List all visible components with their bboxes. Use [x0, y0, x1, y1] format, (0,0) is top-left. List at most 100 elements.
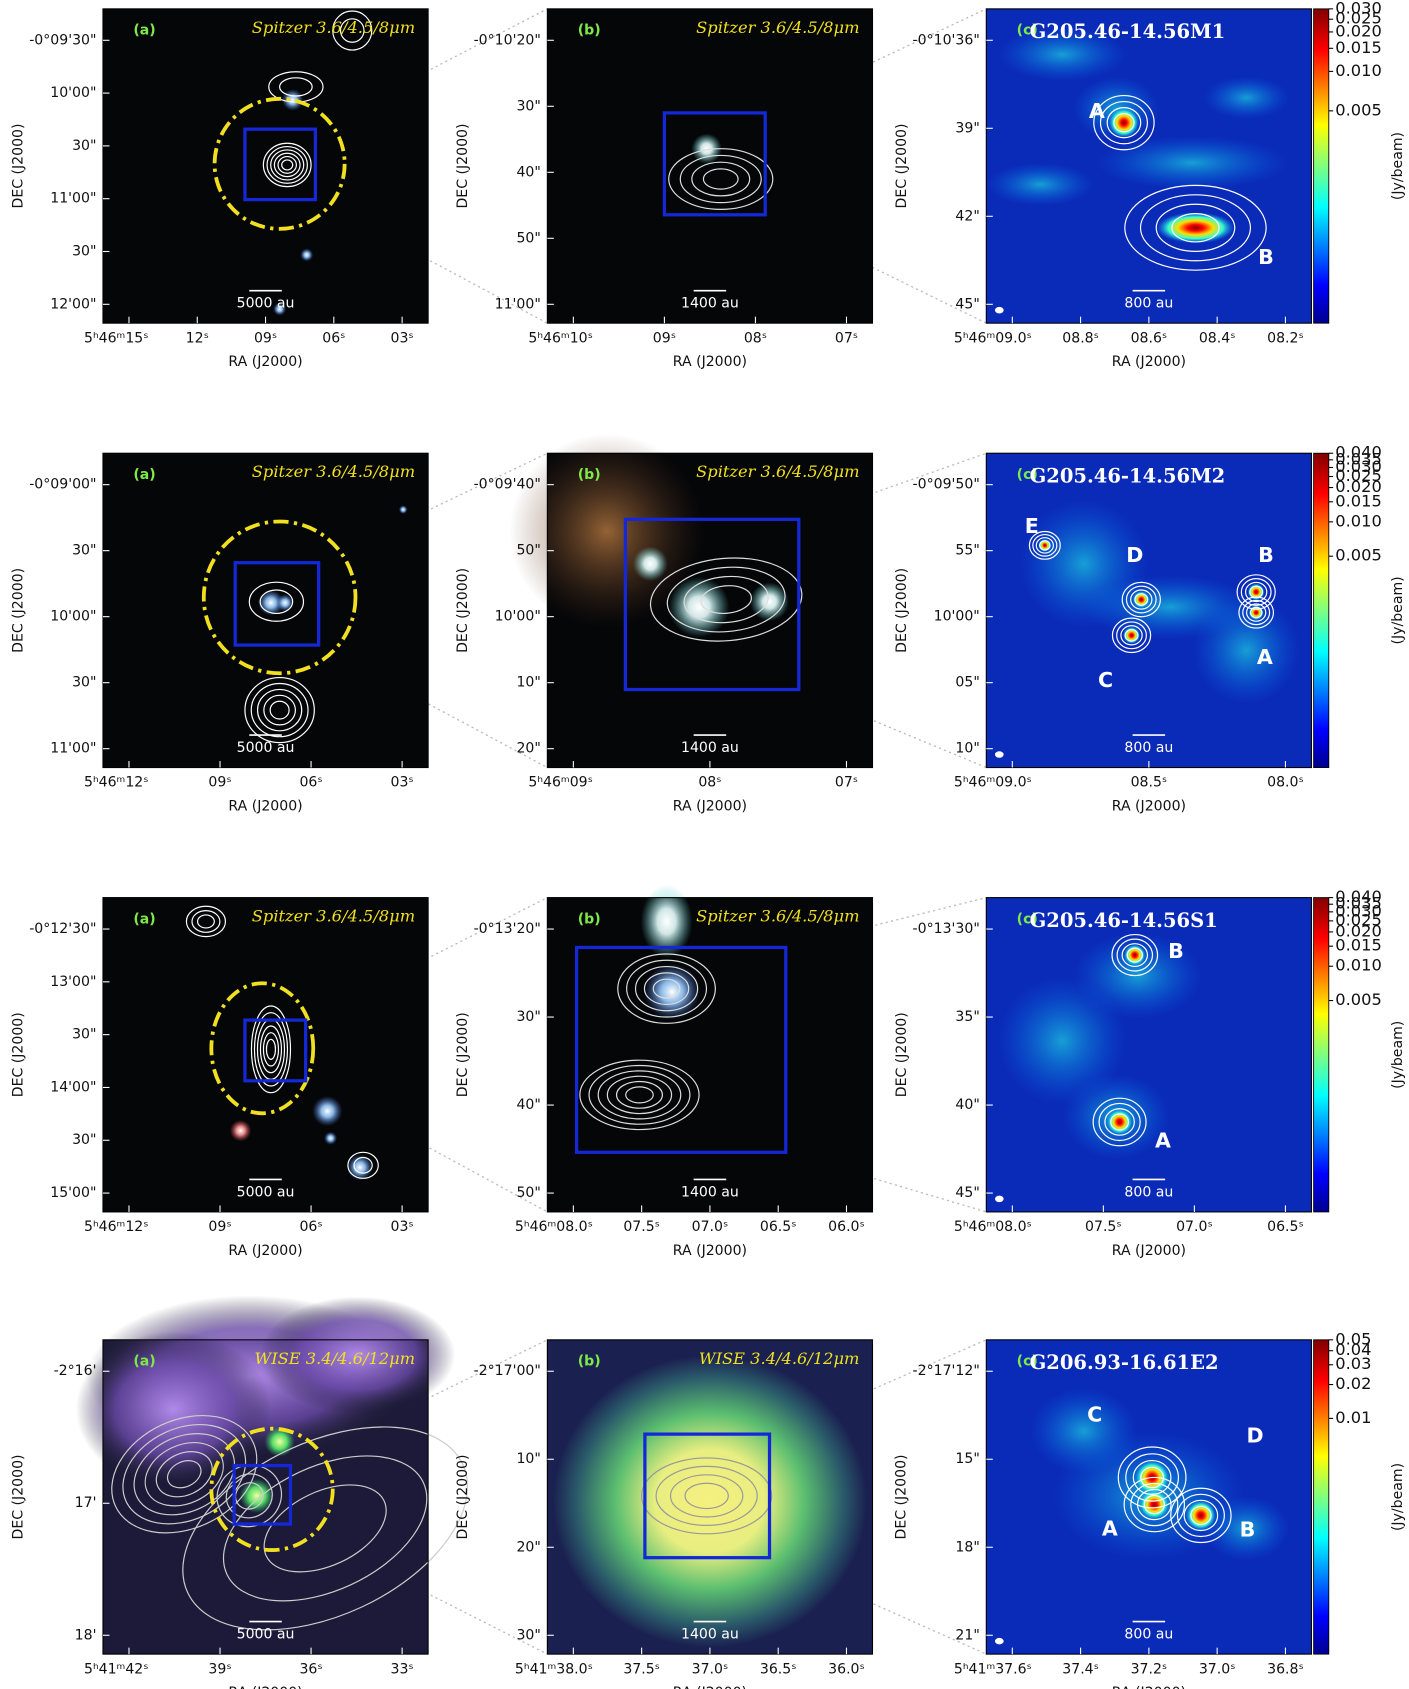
x-tick-label: 08ˢ — [744, 330, 767, 346]
x-tick-label: 09ˢ — [653, 330, 676, 346]
y-tick-label: -2°17'12" — [913, 1363, 980, 1379]
x-tick-label: 09ˢ — [208, 775, 231, 791]
y-tick-label: 50" — [516, 543, 540, 559]
y-tick-label: 30" — [72, 244, 96, 260]
y-tick-label: 18" — [955, 1539, 979, 1555]
source-label: A — [1257, 645, 1273, 669]
y-axis-label: DEC (J2000) — [10, 1012, 26, 1097]
y-tick-label: 45" — [955, 296, 979, 312]
scale-bar-label: 1400 au — [681, 1184, 739, 1200]
panel-title: Spitzer 3.6/4.5/8μm — [696, 18, 859, 37]
haze — [997, 976, 1127, 1106]
y-tick-label: -2°16' — [54, 1363, 97, 1379]
x-axis-label: RA (J2000) — [673, 1685, 747, 1689]
x-tick-label: 03ˢ — [391, 1219, 414, 1235]
x-tick-label: 06.5ˢ — [760, 1219, 797, 1235]
x-tick-label: 08.5ˢ — [1131, 775, 1168, 791]
emission — [633, 546, 668, 581]
x-tick-label: 06ˢ — [299, 1219, 322, 1235]
x-tick-label: 08.2ˢ — [1267, 330, 1304, 346]
emission — [300, 248, 313, 261]
y-tick-label: 10" — [955, 741, 979, 757]
x-tick-label: 5ʰ46ᵐ08.0ˢ — [954, 1219, 1032, 1235]
y-tick-label: 50" — [516, 1185, 540, 1201]
x-tick-label: 03ˢ — [391, 330, 414, 346]
panel: (c)G205.46-14.56M2800 au5ʰ46ᵐ09.0ˢ08.5ˢ0… — [894, 443, 1406, 815]
x-tick-label: 06ˢ — [322, 330, 345, 346]
haze — [1203, 76, 1290, 119]
colorbar-tick-label: 0.010 — [1335, 511, 1382, 530]
y-axis-label: DEC (J2000) — [10, 124, 26, 209]
y-tick-label: 40" — [516, 164, 540, 180]
source-label: A — [1155, 1128, 1171, 1152]
x-axis-label: RA (J2000) — [228, 354, 302, 370]
x-axis-label: RA (J2000) — [1112, 1243, 1186, 1259]
y-axis-label: DEC (J2000) — [455, 568, 471, 653]
x-tick-label: 12ˢ — [186, 330, 209, 346]
x-tick-label: 5ʰ46ᵐ09.0ˢ — [954, 775, 1032, 791]
panel-title: Spitzer 3.6/4.5/8μm — [252, 907, 415, 926]
colorbar-tick-label: 0.03 — [1335, 1354, 1371, 1373]
y-tick-label: 30" — [516, 1009, 540, 1025]
source-label: C — [1087, 1403, 1102, 1427]
y-axis-label: DEC (J2000) — [455, 1454, 471, 1539]
haze — [986, 163, 1094, 206]
haze — [1030, 1388, 1138, 1475]
y-tick-label: 55" — [955, 543, 979, 559]
y-tick-label: -0°10'36" — [913, 32, 980, 48]
scale-bar-label: 800 au — [1124, 1627, 1173, 1643]
x-tick-label: 07.0ˢ — [692, 1219, 729, 1235]
x-tick-label: 08ˢ — [698, 775, 721, 791]
colorbar-tick-label: 0.015 — [1335, 936, 1382, 955]
colorbar-tick-label: 0.010 — [1335, 956, 1382, 975]
y-tick-label: 15" — [955, 1451, 979, 1467]
y-tick-label: -0°13'30" — [913, 921, 980, 937]
panel-label: (a) — [133, 467, 155, 483]
y-tick-label: -0°09'50" — [913, 477, 980, 493]
x-tick-label: 5ʰ46ᵐ12ˢ — [84, 775, 149, 791]
x-tick-label: 08.6ˢ — [1131, 330, 1168, 346]
y-axis-label: DEC (J2000) — [894, 568, 910, 653]
x-tick-label: 5ʰ46ᵐ09ˢ — [528, 775, 593, 791]
y-tick-label: 15'00" — [50, 1185, 96, 1201]
y-tick-label: 30" — [516, 98, 540, 114]
x-axis-label: RA (J2000) — [673, 1243, 747, 1259]
y-tick-label: -2°17'00" — [474, 1363, 541, 1379]
panel: (b)Spitzer 3.6/4.5/8μm1400 au5ʰ46ᵐ08.0ˢ0… — [455, 885, 873, 1259]
colorbar — [1314, 9, 1329, 323]
panel: (a)Spitzer 3.6/4.5/8μm5000 au5ʰ46ᵐ12ˢ09ˢ… — [10, 453, 428, 814]
panel-title: WISE 3.4/4.6/12μm — [699, 1349, 860, 1368]
image-background — [547, 9, 872, 323]
y-tick-label: 10'00" — [50, 609, 96, 625]
x-axis-label: RA (J2000) — [1112, 354, 1186, 370]
pixel-blob — [553, 1355, 867, 1648]
y-tick-label: 30" — [72, 1132, 96, 1148]
x-axis-label: RA (J2000) — [1112, 1685, 1186, 1689]
scale-bar-label: 800 au — [1124, 1184, 1173, 1200]
x-tick-label: 5ʰ41ᵐ37.6ˢ — [954, 1661, 1032, 1677]
x-tick-label: 37.0ˢ — [1199, 1661, 1236, 1677]
x-tick-label: 07ˢ — [835, 775, 858, 791]
panel: (c)G205.46-14.56M1800 au5ʰ46ᵐ09.0ˢ08.8ˢ0… — [894, 0, 1406, 370]
source-label: A — [1089, 99, 1105, 123]
y-axis-label: DEC (J2000) — [894, 1454, 910, 1539]
scale-bar-label: 5000 au — [237, 1184, 295, 1200]
y-tick-label: 10" — [516, 1451, 540, 1467]
y-tick-label: 39" — [955, 120, 979, 136]
emission — [312, 1096, 342, 1126]
panel-label: (b) — [578, 911, 601, 927]
y-tick-label: 20" — [516, 741, 540, 757]
y-tick-label: -0°10'20" — [474, 32, 541, 48]
y-tick-label: 11'00" — [50, 741, 96, 757]
colorbar-label: (Jy/beam) — [1390, 1463, 1406, 1531]
panel-title: Spitzer 3.6/4.5/8μm — [696, 462, 859, 481]
panel: (b)WISE 3.4/4.6/12μm1400 au5ʰ41ᵐ38.0ˢ37.… — [455, 1340, 873, 1689]
x-tick-label: 5ʰ46ᵐ15ˢ — [84, 330, 149, 346]
y-tick-label: 45" — [955, 1185, 979, 1201]
emission — [76, 1331, 271, 1487]
y-tick-label: -0°09'00" — [29, 477, 96, 493]
scale-bar-label: 1400 au — [681, 740, 739, 756]
emission — [230, 1120, 252, 1142]
image-background — [103, 9, 428, 323]
x-tick-label: 5ʰ46ᵐ10ˢ — [528, 330, 593, 346]
